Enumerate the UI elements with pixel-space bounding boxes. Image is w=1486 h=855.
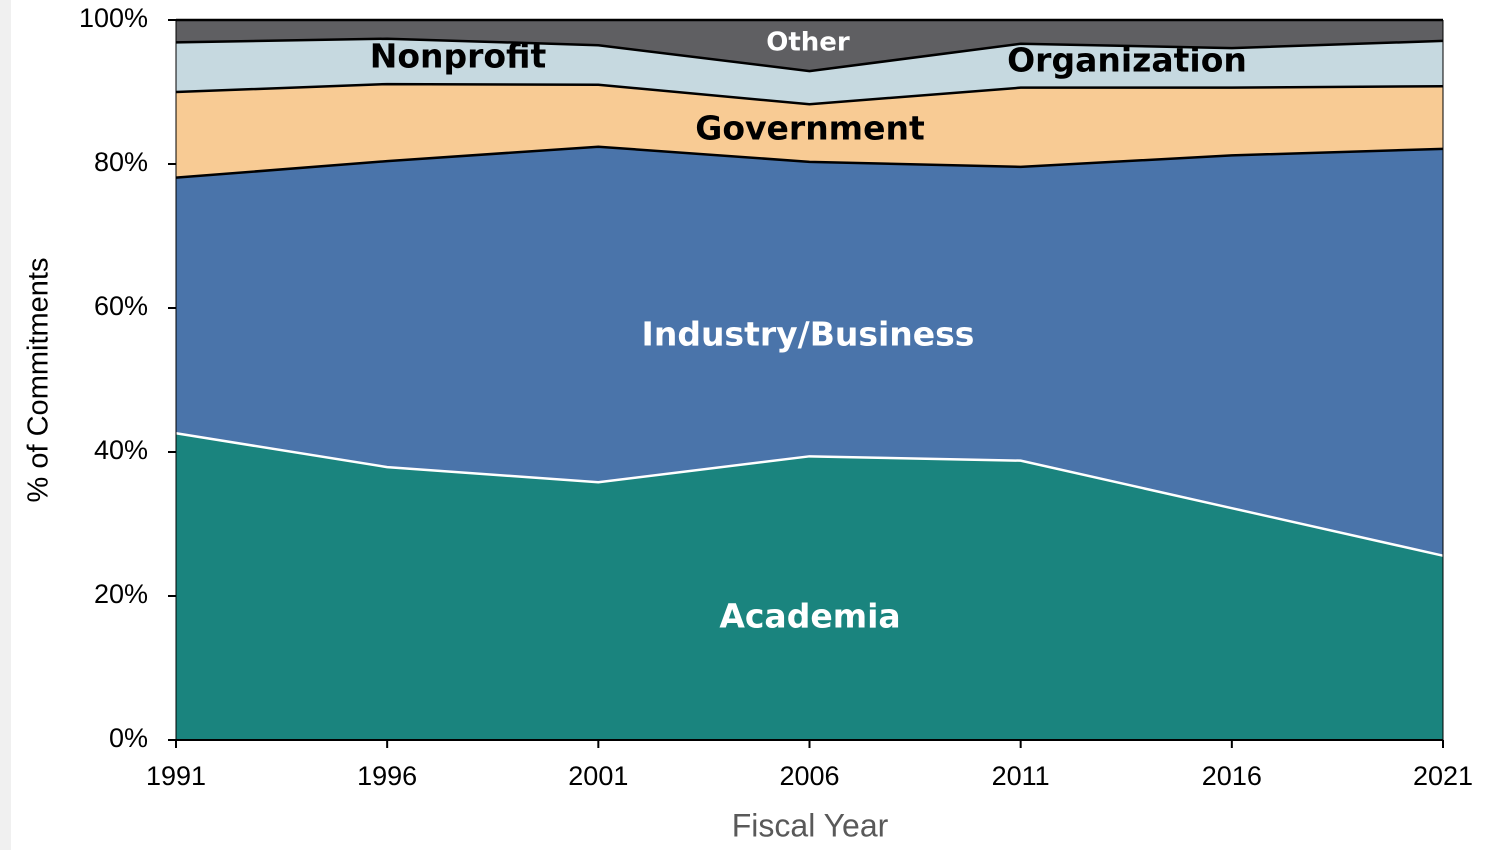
area (176, 84, 1443, 178)
series-label: Organization (1007, 41, 1247, 80)
y-axis-title: % of Commitments (23, 258, 55, 503)
x-tick-label: 2021 (1413, 761, 1473, 791)
y-tick-label: 20% (94, 579, 148, 609)
side-strip (0, 0, 11, 850)
y-tick-label: 100% (79, 3, 148, 33)
x-tick-label: 2006 (779, 761, 839, 791)
x-tick-label: 2016 (1202, 761, 1262, 791)
series-label: Industry/Business (642, 315, 975, 354)
area-edge (175, 145, 1444, 179)
x-tick-label: 2011 (992, 761, 1050, 791)
area (176, 146, 1443, 556)
series-label: Other (766, 28, 850, 58)
x-axis-title: Fiscal Year (732, 807, 889, 843)
area-edge (175, 37, 1444, 73)
series-label: Government (695, 109, 925, 148)
x-tick-label: 1991 (146, 761, 206, 791)
series-label: Nonprofit (370, 37, 547, 76)
y-tick-label: 80% (94, 147, 148, 177)
x-tick-label: 1996 (357, 761, 417, 791)
series-label: Academia (719, 597, 900, 636)
area (176, 433, 1443, 740)
area-edge (175, 432, 1444, 557)
x-tick-label: 2001 (568, 761, 628, 791)
y-tick-label: 0% (109, 723, 148, 753)
y-tick-label: 60% (94, 291, 148, 321)
area (176, 20, 1443, 72)
y-tick-label: 40% (94, 435, 148, 465)
area-edge (175, 82, 1444, 106)
